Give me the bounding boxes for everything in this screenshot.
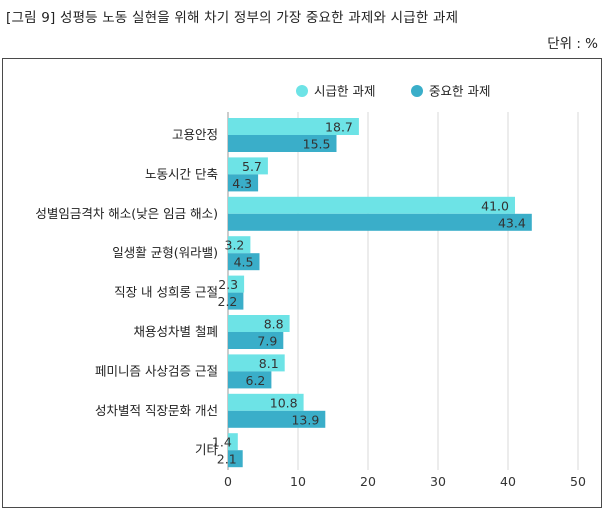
data-label: 7.9 (257, 334, 277, 349)
data-label: 2.2 (218, 294, 238, 309)
category-label: 성차별적 직장문화 개선 (95, 403, 218, 418)
data-label: 4.3 (232, 176, 252, 191)
legend-marker (296, 85, 308, 97)
legend-label: 시급한 과제 (314, 84, 375, 99)
x-tick-label: 40 (500, 474, 516, 489)
data-label: 8.8 (264, 317, 284, 332)
bar (228, 410, 326, 428)
data-label: 4.5 (234, 255, 254, 270)
unit-label: 단위 : % (547, 36, 598, 52)
labels: 0 10 20 30 40 50 고용안정 18.7 15.5 노동시간 단축 5.7 4.3 성별임금… (35, 120, 586, 490)
bar (228, 433, 238, 451)
legend: 시급한 과제 중요한 과제 (296, 84, 490, 99)
data-label: 41.0 (481, 198, 509, 213)
category-label: 기타 (195, 442, 219, 457)
bar (228, 292, 244, 310)
category-label: 고용안정 (172, 127, 218, 142)
data-label: 2.1 (217, 452, 237, 467)
bar (228, 157, 268, 175)
x-tick-label: 20 (360, 474, 376, 489)
legend-marker (411, 85, 423, 97)
bar (228, 332, 284, 349)
x-tick-label: 0 (224, 474, 232, 489)
bar (228, 174, 259, 192)
bar (228, 275, 245, 293)
bar (228, 253, 260, 271)
data-label: 6.2 (246, 373, 266, 388)
data-label: 10.8 (270, 395, 298, 410)
bar (228, 196, 515, 214)
category-label: 노동시간 단축 (145, 166, 218, 181)
x-tick-label: 30 (430, 474, 446, 489)
data-label: 43.4 (498, 215, 526, 230)
bar (228, 354, 285, 372)
figure-title: [그림 9] 성평등 노동 실현을 위해 차기 정부의 가장 중요한 과제와 시… (6, 10, 459, 26)
category-label: 직장 내 성희롱 근절 (114, 285, 218, 300)
bar (228, 315, 290, 332)
data-label: 13.9 (291, 412, 319, 427)
data-label: 5.7 (242, 159, 262, 174)
bar (228, 213, 532, 231)
bar (228, 118, 359, 135)
data-label: 15.5 (303, 137, 331, 152)
bar (228, 393, 304, 411)
bar (228, 135, 337, 152)
legend-label: 중요한 과제 (429, 84, 490, 99)
category-label: 채용성차별 철폐 (134, 324, 218, 339)
bar (228, 236, 251, 254)
x-tick-label: 10 (290, 474, 306, 489)
category-label: 일생활 균형(워라밸) (112, 245, 218, 260)
data-label: 1.4 (212, 435, 232, 450)
category-label: 페미니즘 사상검증 근절 (95, 363, 218, 378)
category-label: 성별임금격차 해소(낮은 임금 해소) (35, 206, 218, 221)
data-label: 8.1 (259, 356, 279, 371)
bar (228, 371, 272, 389)
data-label: 2.3 (218, 277, 238, 292)
bars (228, 118, 532, 468)
x-tick-label: 50 (570, 474, 586, 489)
data-label: 3.2 (225, 238, 245, 253)
chart-frame (2, 58, 602, 508)
data-label: 18.7 (325, 120, 353, 135)
bar (228, 450, 243, 468)
